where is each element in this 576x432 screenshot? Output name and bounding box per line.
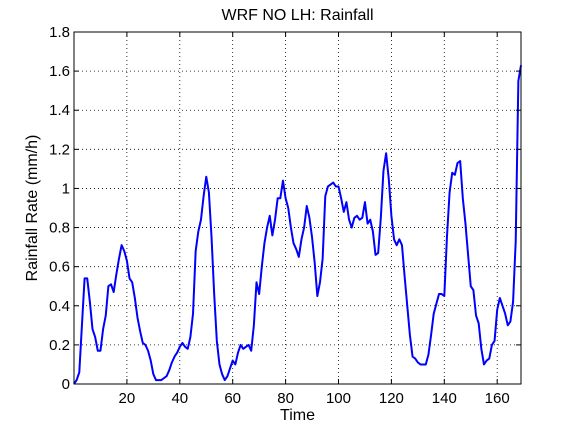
x-tick-label: 60 <box>224 390 241 407</box>
x-tick-label: 120 <box>379 390 404 407</box>
y-tick-label: 1.8 <box>49 24 70 41</box>
x-tick-label: 20 <box>119 390 136 407</box>
y-tick-label: 1 <box>62 180 70 197</box>
y-tick-label: 1.4 <box>49 102 70 119</box>
plot-area <box>74 32 521 384</box>
x-axis-label: Time <box>280 407 315 424</box>
plot-frame <box>73 31 522 385</box>
x-tick-label: 140 <box>432 390 457 407</box>
x-tick-label: 160 <box>485 390 510 407</box>
axis-ticks: 20 40 60 80 100 120 140 160 0 0.2 0.4 0.6 0.8 1 1.2 1.4… <box>49 24 521 407</box>
y-axis-label: Rainfall Rate (mm/h) <box>24 135 41 282</box>
y-tick-label: 0.2 <box>49 337 70 354</box>
chart-title: WRF NO LH: Rainfall <box>221 7 373 24</box>
series-layer <box>73 65 522 385</box>
y-tick-label: 1.6 <box>49 63 70 80</box>
y-tick-label: 1.2 <box>49 141 70 158</box>
y-tick-label: 0.8 <box>49 220 70 237</box>
rainfall-series-line <box>73 65 522 385</box>
x-tick-label: 100 <box>326 390 351 407</box>
y-tick-label: 0.6 <box>49 259 70 276</box>
x-tick-label: 40 <box>171 390 188 407</box>
y-tick-label: 0 <box>62 376 70 393</box>
x-tick-label: 80 <box>277 390 294 407</box>
y-tick-label: 0.4 <box>49 298 70 315</box>
